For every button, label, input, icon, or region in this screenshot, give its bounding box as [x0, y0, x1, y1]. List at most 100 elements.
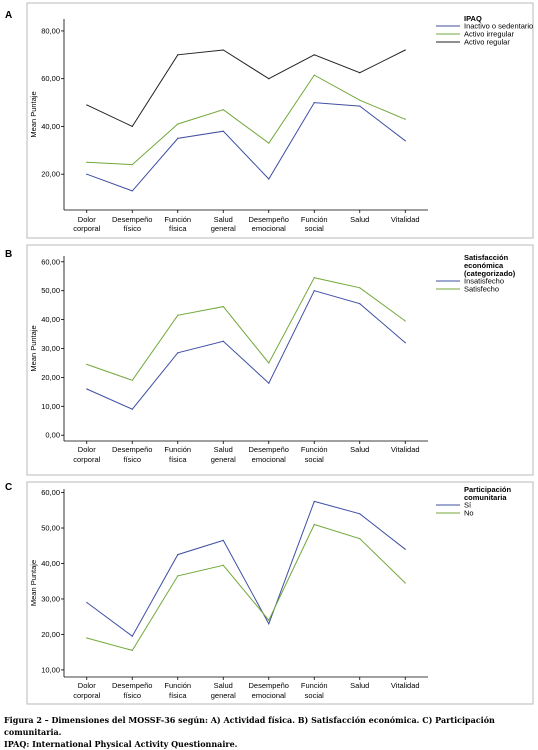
series-line-activo-regular	[86, 49, 406, 128]
data-point	[86, 104, 88, 106]
y-tick-label: 50,00	[41, 286, 60, 295]
legend-item: Activo irregular	[464, 30, 515, 39]
data-point	[86, 601, 88, 604]
y-axis-label: Mean Puntaje	[29, 91, 38, 137]
series-line-activo-irregular	[86, 74, 406, 166]
data-point	[313, 500, 315, 503]
data-point	[268, 623, 270, 625]
series-line-inactivo-o-sedentario	[86, 102, 406, 192]
panel-c: C 10,00 20,00 30,00 40,00 50,00 60,00 Mean Punt…	[5, 481, 534, 705]
panel-b: B 0,00 10,00 20,00 30,00 40,00 50,00 60,00 Mean …	[5, 244, 534, 476]
data-point	[313, 290, 315, 292]
x-tick-label: Vitalidad	[391, 215, 420, 224]
data-point	[313, 101, 315, 104]
y-tick-label: 50,00	[41, 524, 60, 533]
data-point	[313, 74, 315, 76]
legend-title: económica	[464, 261, 504, 270]
data-point	[359, 513, 361, 515]
x-tick-label: general	[211, 455, 236, 464]
y-tick-label: 20,00	[41, 630, 60, 639]
legend-title: comunitaria	[464, 493, 507, 502]
series-line-insatisfecho	[86, 290, 406, 410]
data-point	[222, 49, 224, 51]
data-point	[404, 118, 406, 120]
data-point	[359, 72, 361, 74]
caption-line-1: Figura 2 – Dimensiones del MOSSF-36 segú…	[4, 715, 495, 737]
x-tick-label: emocional	[252, 224, 287, 233]
x-tick-label: general	[211, 691, 236, 700]
series-line-satisfecho	[86, 277, 406, 381]
x-tick-label: Vitalidad	[391, 445, 420, 454]
legend-item: Insatisfecho	[464, 277, 504, 286]
y-tick-label: 10,00	[41, 402, 60, 411]
data-point	[268, 142, 270, 144]
series-line-si	[86, 500, 406, 637]
data-point	[222, 564, 224, 566]
data-point	[313, 54, 315, 56]
x-tick-label: Función	[164, 215, 191, 224]
x-tick-label: Dolor	[78, 445, 96, 454]
legend-item: Satisfecho	[464, 285, 499, 294]
x-tick-label: Dolor	[78, 215, 96, 224]
legend-title: Participación	[464, 485, 512, 494]
data-point	[177, 137, 179, 139]
data-point	[404, 342, 406, 344]
data-point	[131, 190, 133, 192]
x-tick-label: física	[169, 455, 187, 464]
x-tick-label: emocional	[252, 455, 287, 464]
data-point	[86, 363, 88, 365]
x-tick-label: Salud	[350, 215, 369, 224]
data-point	[222, 340, 224, 342]
data-point	[177, 314, 179, 316]
x-tick-label: Desempeño	[249, 215, 289, 224]
caption-line-2: IPAQ: International Physical Activity Qu…	[4, 739, 238, 749]
x-tick-label: Desempeño	[112, 681, 152, 690]
data-point	[177, 352, 179, 354]
x-tick-label: Salud	[214, 215, 233, 224]
data-point	[313, 523, 315, 526]
data-point	[404, 582, 406, 584]
x-tick-label: Salud	[350, 681, 369, 690]
x-tick-label: corporal	[73, 455, 100, 464]
series-line-no	[86, 523, 406, 651]
x-tick-label: físico	[123, 691, 141, 700]
x-tick-label: físico	[123, 455, 141, 464]
x-tick-label: Función	[164, 681, 191, 690]
data-point	[131, 164, 133, 166]
data-point	[359, 105, 361, 107]
y-tick-label: 20,00	[41, 373, 60, 382]
data-point	[131, 125, 133, 128]
legend-item: Inactivo o sedentario	[464, 22, 533, 31]
data-point	[359, 303, 361, 305]
y-tick-label: 20,00	[41, 170, 60, 179]
x-tick-label: emocional	[252, 691, 287, 700]
legend-title: IPAQ	[464, 14, 482, 23]
y-tick-label: 60,00	[41, 488, 60, 497]
data-point	[222, 130, 224, 132]
x-tick-label: Desempeño	[249, 681, 289, 690]
data-point	[268, 619, 270, 621]
data-point	[131, 649, 133, 651]
x-tick-label: Desempeño	[249, 445, 289, 454]
legend-item: Activo regular	[464, 38, 510, 47]
data-point	[86, 161, 88, 163]
x-tick-label: Desempeño	[112, 215, 152, 224]
data-point	[222, 109, 224, 111]
legend-title: (categorizado)	[464, 269, 516, 278]
data-point	[404, 320, 406, 322]
y-axis-label: Mean Puntaje	[29, 325, 38, 371]
x-tick-label: Función	[164, 445, 191, 454]
data-point	[268, 78, 270, 80]
data-point	[268, 362, 270, 364]
x-tick-label: física	[169, 691, 187, 700]
x-tick-label: físico	[123, 224, 141, 233]
data-point	[177, 554, 179, 556]
data-point	[177, 123, 179, 125]
data-point	[268, 178, 270, 180]
x-tick-label: Desempeño	[112, 445, 152, 454]
x-tick-label: corporal	[73, 224, 100, 233]
x-tick-label: social	[305, 455, 325, 464]
data-point	[86, 388, 88, 390]
legend-item: Sí	[464, 501, 472, 510]
